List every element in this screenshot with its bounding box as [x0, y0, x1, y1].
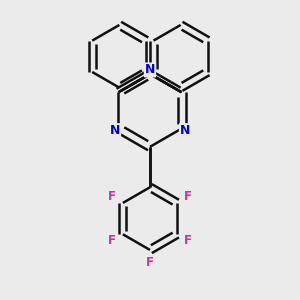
Text: N: N: [145, 64, 155, 76]
Text: N: N: [180, 124, 190, 137]
Text: F: F: [108, 190, 116, 203]
Text: F: F: [146, 256, 154, 269]
Text: F: F: [184, 190, 192, 203]
Text: N: N: [110, 124, 120, 137]
Text: F: F: [184, 234, 192, 247]
Text: F: F: [108, 234, 116, 247]
